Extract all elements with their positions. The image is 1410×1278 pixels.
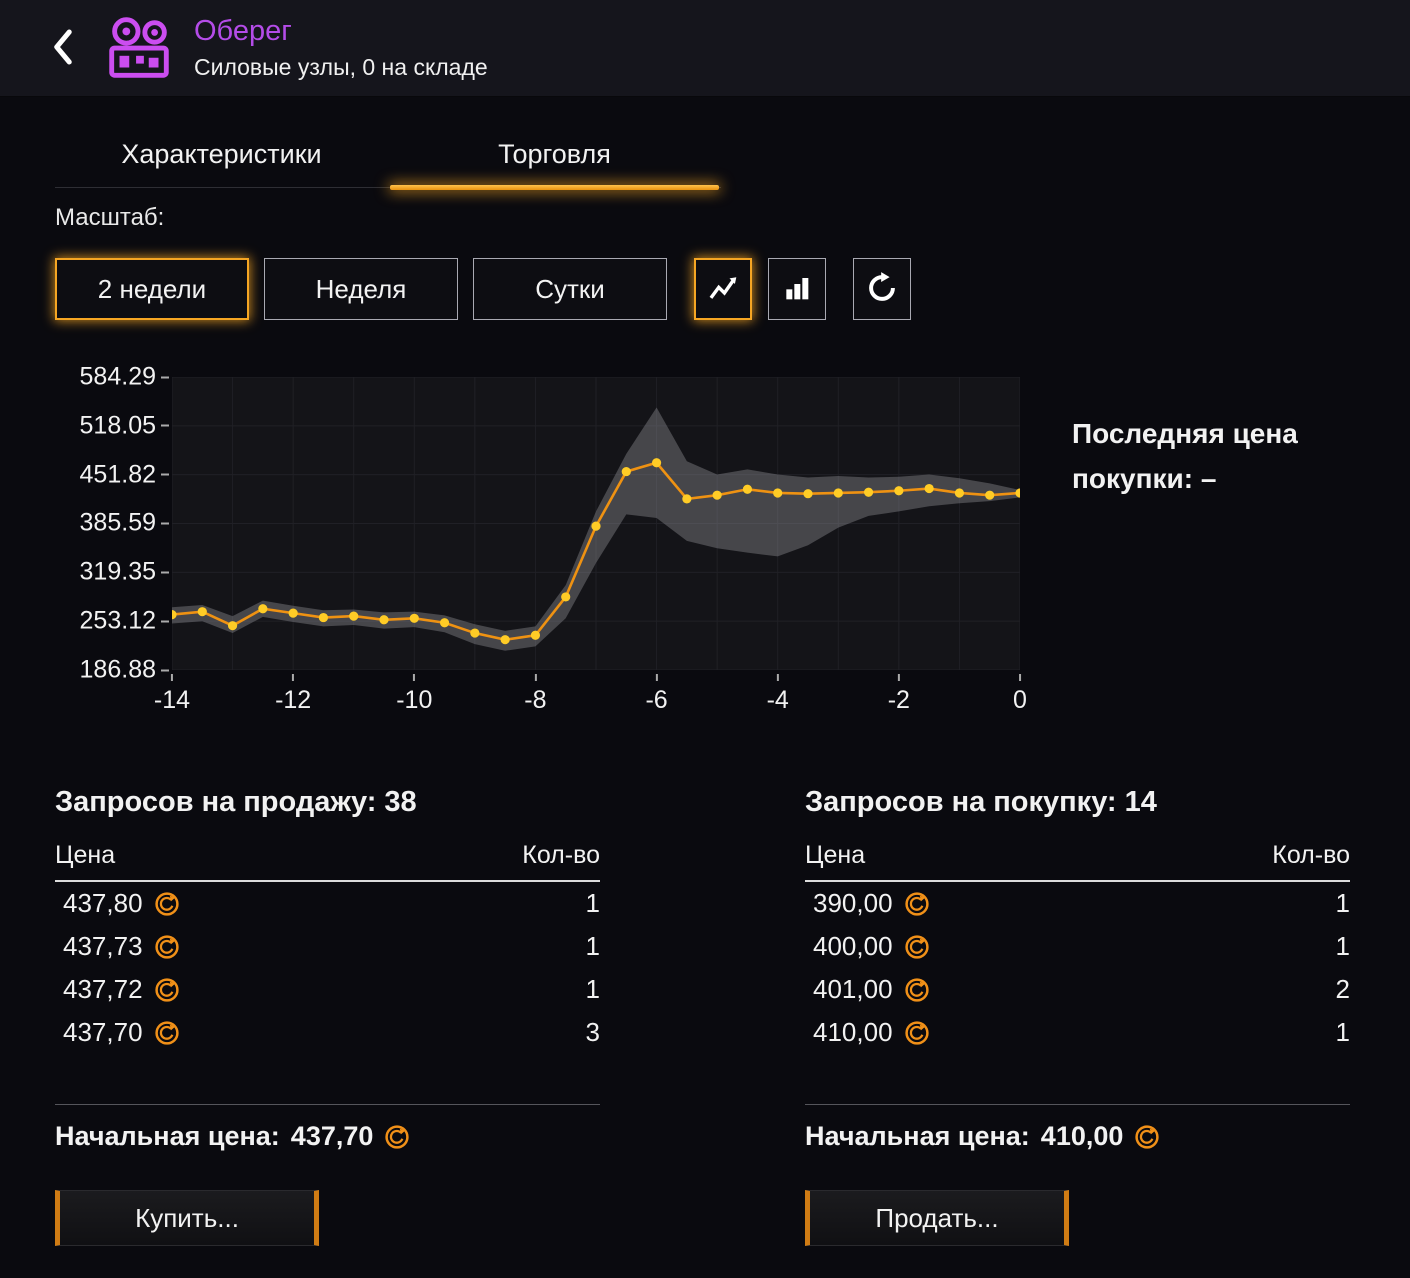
x-tick-label: -14 — [153, 674, 191, 714]
y-axis-labels: 584.29 518.05 451.82 385.59 319.35 253.12 186.… — [55, 363, 172, 684]
price-value: 437,70 — [63, 1017, 143, 1047]
back-button[interactable] — [40, 18, 86, 78]
header: Оберег Силовые узлы, 0 на складе — [0, 0, 1410, 97]
qty-value: 1 — [585, 888, 600, 918]
sell-orders-table-header: Цена Кол-во — [55, 841, 600, 882]
x-tick-label: -2 — [887, 674, 910, 714]
price-value: 437,73 — [63, 931, 143, 961]
x-tick-label: 0 — [1013, 674, 1027, 714]
buy-orders-panel: Запросов на покупку: 14 Цена Кол-во 390,… — [805, 786, 1350, 1246]
scale-button-row: 2 недели Неделя Сутки — [55, 258, 1410, 320]
line-chart-mode-button[interactable] — [694, 258, 752, 320]
scale-day-button[interactable]: Сутки — [473, 258, 667, 320]
active-tab-underline — [390, 185, 719, 190]
price-column-header: Цена — [55, 841, 116, 869]
buy-order-row[interactable]: 390,00 1 — [805, 882, 1350, 925]
price-value: 401,00 — [813, 974, 893, 1004]
currency-icon — [904, 977, 930, 1003]
currency-icon — [904, 934, 930, 960]
start-price-value: 437,70 — [290, 1121, 374, 1151]
price-history-chart — [172, 377, 1020, 670]
item-subtitle: Силовые узлы, 0 на складе — [194, 54, 488, 80]
qty-value: 1 — [585, 931, 600, 961]
tab-trading[interactable]: Торговля — [388, 134, 721, 190]
qty-value: 3 — [585, 1017, 600, 1047]
x-tick-label: -8 — [524, 674, 547, 714]
back-chevron-icon — [48, 27, 78, 70]
currency-icon — [154, 934, 180, 960]
sell-orders-title: Запросов на продажу: 38 — [55, 786, 417, 818]
sell-start-price: Начальная цена: 437,70 — [55, 1121, 600, 1152]
buy-order-row[interactable]: 400,00 1 — [805, 925, 1350, 968]
refresh-icon — [865, 271, 899, 308]
buy-orders-title: Запросов на покупку: 14 — [805, 786, 1157, 818]
qty-value: 1 — [1335, 1017, 1350, 1047]
item-icon — [100, 9, 178, 87]
currency-icon — [384, 1124, 410, 1150]
last-purchase-price-note: Последняя цена покупки: – — [1072, 418, 1298, 494]
tab-bar: Характеристики Торговля — [55, 134, 721, 190]
sell-order-row[interactable]: 437,70 3 — [55, 1011, 600, 1054]
sell-order-row[interactable]: 437,80 1 — [55, 882, 600, 925]
y-tick-label: 385.59 — [79, 508, 170, 537]
currency-icon — [154, 891, 180, 917]
sell-order-row[interactable]: 437,72 1 — [55, 968, 600, 1011]
qty-column-header: Кол-во — [522, 841, 600, 869]
price-column-header: Цена — [805, 841, 866, 869]
qty-value: 2 — [1335, 974, 1350, 1004]
qty-column-header: Кол-во — [1272, 841, 1350, 869]
currency-icon — [1134, 1124, 1160, 1150]
scale-2weeks-button[interactable]: 2 недели — [55, 258, 249, 320]
divider — [55, 1104, 600, 1105]
y-tick-label: 319.35 — [79, 557, 170, 586]
y-tick-label: 186.88 — [79, 655, 170, 684]
x-tick-label: -12 — [275, 674, 312, 714]
qty-value: 1 — [1335, 888, 1350, 918]
x-tick-label: -4 — [766, 674, 789, 714]
qty-value: 1 — [585, 974, 600, 1004]
price-value: 390,00 — [813, 888, 893, 918]
bar-chart-icon — [781, 272, 813, 307]
refresh-button[interactable] — [853, 258, 911, 320]
price-value: 437,72 — [63, 974, 143, 1004]
bar-chart-mode-button[interactable] — [768, 258, 826, 320]
price-value: 410,00 — [813, 1017, 893, 1047]
line-chart-icon — [706, 271, 740, 308]
currency-icon — [904, 1020, 930, 1046]
sell-orders-panel: Запросов на продажу: 38 Цена Кол-во 437,… — [55, 786, 600, 1246]
y-tick-label: 584.29 — [79, 362, 170, 391]
sell-order-row[interactable]: 437,73 1 — [55, 925, 600, 968]
currency-icon — [154, 977, 180, 1003]
x-tick-label: -10 — [396, 674, 433, 714]
currency-icon — [154, 1020, 180, 1046]
divider — [805, 1104, 1350, 1105]
sell-button[interactable]: Продать... — [805, 1190, 1069, 1246]
scale-week-button[interactable]: Неделя — [264, 258, 458, 320]
y-tick-label: 253.12 — [79, 606, 170, 635]
buy-start-price: Начальная цена: 410,00 — [805, 1121, 1350, 1152]
price-value: 437,80 — [63, 888, 143, 918]
qty-value: 1 — [1335, 931, 1350, 961]
x-tick-label: -6 — [645, 674, 668, 714]
price-value: 400,00 — [813, 931, 893, 961]
scale-label: Масштаб: — [55, 204, 165, 231]
y-tick-label: 451.82 — [79, 460, 170, 489]
start-price-value: 410,00 — [1040, 1121, 1124, 1151]
buy-order-row[interactable]: 401,00 2 — [805, 968, 1350, 1011]
y-tick-label: 518.05 — [79, 411, 170, 440]
item-title: Оберег — [194, 15, 292, 47]
currency-icon — [904, 891, 930, 917]
buy-orders-table-header: Цена Кол-во — [805, 841, 1350, 882]
tab-characteristics[interactable]: Характеристики — [121, 139, 322, 169]
price-chart-region: 584.29 518.05 451.82 385.59 319.35 253.12 186.… — [55, 363, 1410, 716]
buy-order-row[interactable]: 410,00 1 — [805, 1011, 1350, 1054]
x-axis-labels: -14 -12 -10 -8 -6 -4 -2 0 — [154, 674, 1027, 716]
buy-button[interactable]: Купить... — [55, 1190, 319, 1246]
